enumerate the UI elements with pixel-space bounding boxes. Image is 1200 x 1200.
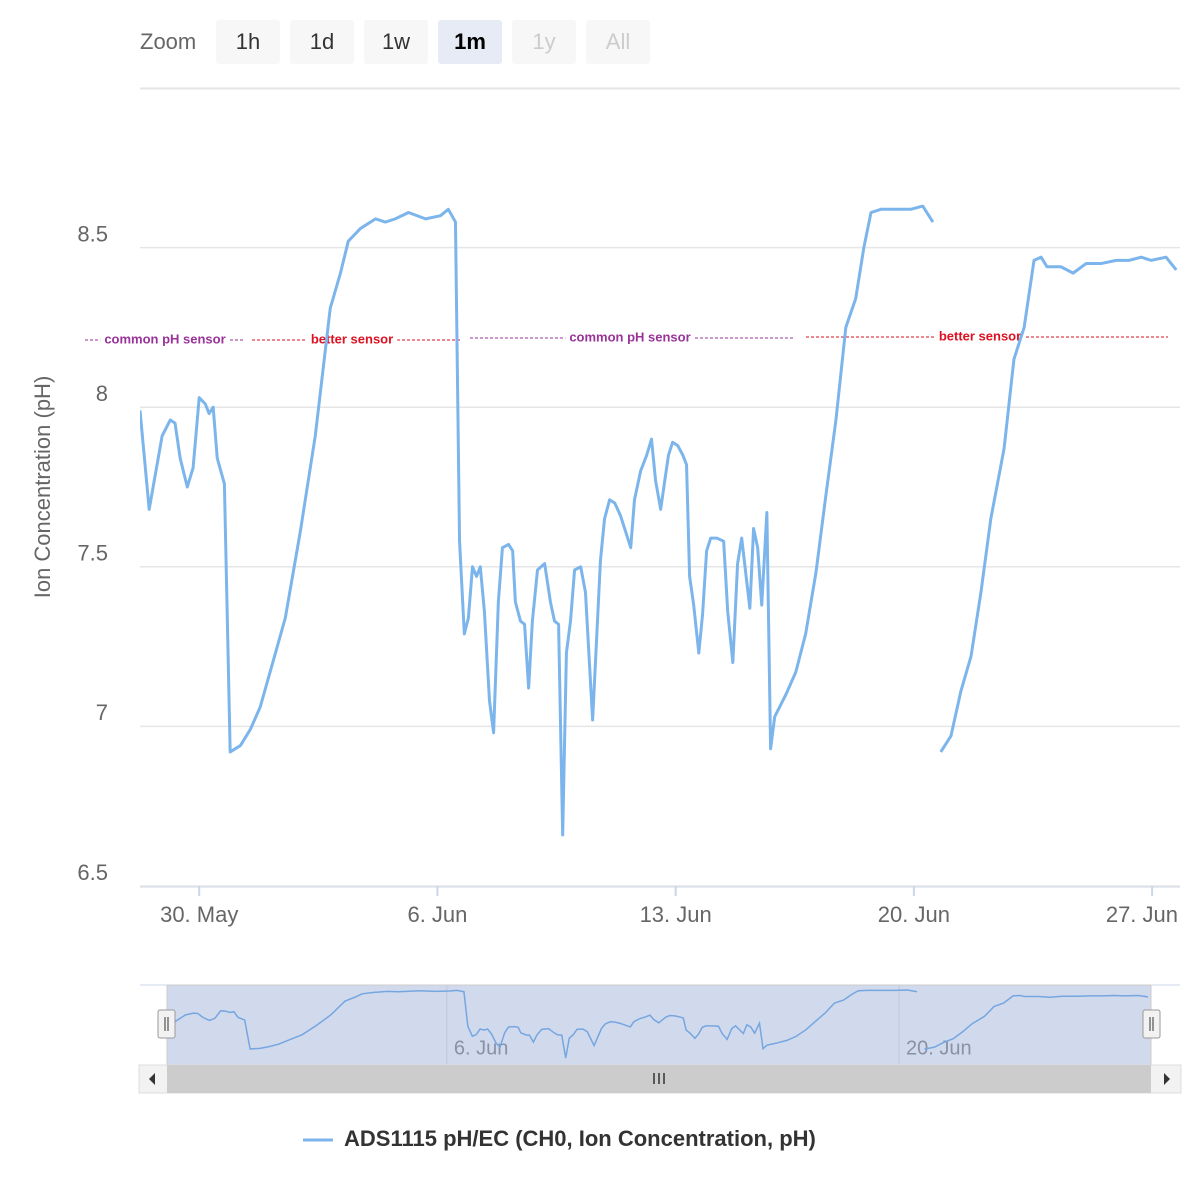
y-tick-label: 6.5 [77, 860, 108, 885]
y-axis-title: Ion Concentration (pH) [30, 376, 55, 599]
x-tick-label: 20. Jun [878, 902, 950, 927]
zoom-button [512, 20, 576, 64]
annotation-label-bg [100, 331, 230, 347]
y-tick-label: 8.5 [77, 221, 108, 246]
y-tick-label: 7.5 [77, 541, 108, 566]
zoom-button [586, 20, 650, 64]
y-tick-label: 8 [96, 381, 108, 406]
annotation-label-bg [306, 331, 398, 347]
x-tick-label: 27. Jun [1106, 902, 1178, 927]
annotation-label-bg [565, 329, 695, 345]
zoom-button-label: 1m [454, 29, 486, 54]
zoom-button[interactable] [216, 20, 280, 64]
navigator-mask[interactable] [166, 984, 1152, 1066]
navigator-background [140, 985, 1180, 1065]
y-tick-label: 7 [96, 700, 108, 725]
zoom-button[interactable] [438, 20, 502, 64]
annotation-label-bg [934, 328, 1026, 344]
zoom-button-label: 1w [382, 29, 410, 54]
annotation-label: better sensor [939, 328, 1021, 343]
zoom-label: Zoom [140, 29, 196, 54]
zoom-button-label: 1y [532, 29, 555, 54]
scrollbar-right-arrow[interactable] [1164, 1073, 1170, 1085]
data-line [140, 204, 1178, 837]
zoom-button[interactable] [290, 20, 354, 64]
navigator-handle-left[interactable] [157, 1009, 176, 1039]
navigator-tick-label: 6. Jun [454, 1037, 508, 1059]
x-tick-label: 13. Jun [640, 902, 712, 927]
x-tick-label: 30. May [160, 902, 238, 927]
annotation-label: common pH sensor [104, 331, 225, 346]
scrollbar-left-arrow[interactable] [149, 1073, 155, 1085]
zoom-button[interactable] [364, 20, 428, 64]
zoom-button-label: 1h [236, 29, 260, 54]
x-tick-label: 6. Jun [407, 902, 467, 927]
annotation-label: better sensor [311, 331, 393, 346]
annotation-label: common pH sensor [569, 329, 690, 344]
zoom-button-label: All [606, 29, 630, 54]
navigator-line [163, 989, 1149, 1059]
navigator-tick-label: 20. Jun [906, 1037, 972, 1059]
legend-item[interactable]: ADS1115 pH/EC (CH0, Ion Concentration, p… [344, 1126, 816, 1151]
navigator-handle-right[interactable] [1142, 1009, 1161, 1039]
zoom-button-label: 1d [310, 29, 334, 54]
